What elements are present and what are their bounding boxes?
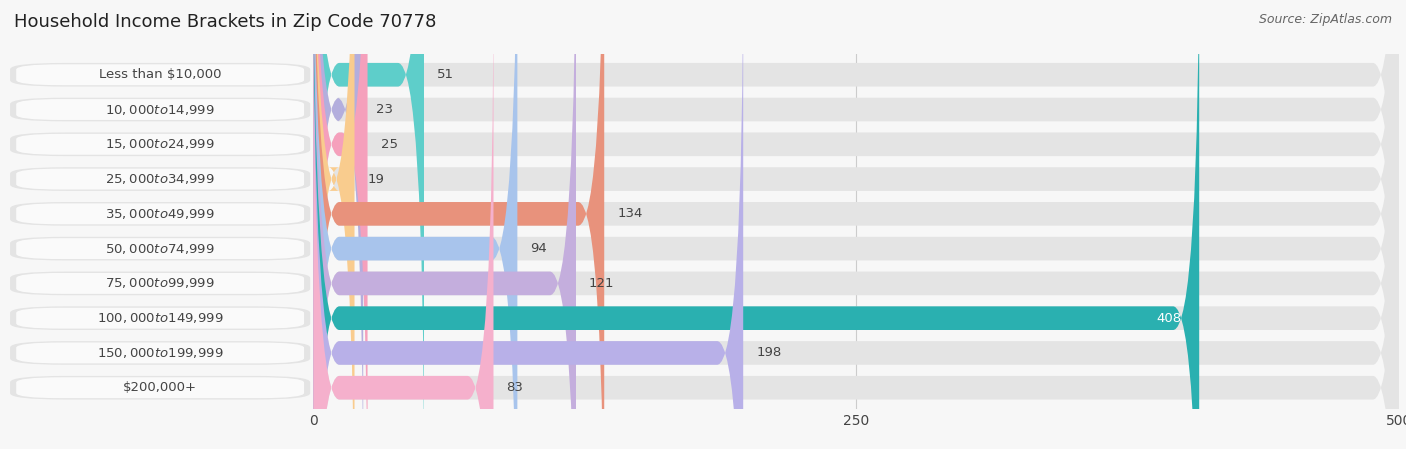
Text: 51: 51 — [437, 68, 454, 81]
FancyBboxPatch shape — [314, 0, 517, 449]
Text: Household Income Brackets in Zip Code 70778: Household Income Brackets in Zip Code 70… — [14, 13, 436, 31]
Text: 23: 23 — [377, 103, 394, 116]
FancyBboxPatch shape — [17, 377, 304, 398]
FancyBboxPatch shape — [314, 0, 744, 449]
FancyBboxPatch shape — [314, 0, 1399, 449]
FancyBboxPatch shape — [17, 99, 304, 120]
FancyBboxPatch shape — [314, 0, 1399, 449]
FancyBboxPatch shape — [314, 0, 1399, 449]
FancyBboxPatch shape — [314, 0, 1399, 449]
FancyBboxPatch shape — [314, 0, 1199, 449]
FancyBboxPatch shape — [314, 0, 1399, 449]
Text: $15,000 to $24,999: $15,000 to $24,999 — [105, 137, 215, 151]
FancyBboxPatch shape — [314, 0, 1399, 449]
Text: Less than $10,000: Less than $10,000 — [98, 68, 221, 81]
FancyBboxPatch shape — [10, 98, 311, 121]
FancyBboxPatch shape — [10, 63, 311, 87]
Text: 94: 94 — [530, 242, 547, 255]
Text: 25: 25 — [381, 138, 398, 151]
FancyBboxPatch shape — [314, 0, 605, 449]
FancyBboxPatch shape — [314, 0, 494, 449]
FancyBboxPatch shape — [10, 132, 311, 156]
FancyBboxPatch shape — [10, 237, 311, 260]
FancyBboxPatch shape — [17, 64, 304, 85]
Text: $150,000 to $199,999: $150,000 to $199,999 — [97, 346, 224, 360]
FancyBboxPatch shape — [17, 238, 304, 259]
Text: $25,000 to $34,999: $25,000 to $34,999 — [105, 172, 215, 186]
Text: $100,000 to $149,999: $100,000 to $149,999 — [97, 311, 224, 325]
FancyBboxPatch shape — [314, 0, 1399, 449]
Text: $75,000 to $99,999: $75,000 to $99,999 — [105, 277, 215, 291]
FancyBboxPatch shape — [314, 0, 367, 449]
FancyBboxPatch shape — [17, 308, 304, 329]
FancyBboxPatch shape — [10, 341, 311, 365]
FancyBboxPatch shape — [314, 0, 1399, 449]
FancyBboxPatch shape — [17, 343, 304, 363]
Text: $10,000 to $14,999: $10,000 to $14,999 — [105, 102, 215, 117]
Text: $200,000+: $200,000+ — [124, 381, 197, 394]
FancyBboxPatch shape — [17, 134, 304, 155]
FancyBboxPatch shape — [314, 0, 1399, 449]
FancyBboxPatch shape — [10, 306, 311, 330]
FancyBboxPatch shape — [17, 273, 304, 294]
FancyBboxPatch shape — [314, 0, 576, 449]
Text: $50,000 to $74,999: $50,000 to $74,999 — [105, 242, 215, 255]
FancyBboxPatch shape — [17, 203, 304, 224]
Text: 134: 134 — [617, 207, 643, 220]
FancyBboxPatch shape — [314, 0, 425, 449]
FancyBboxPatch shape — [10, 167, 311, 191]
FancyBboxPatch shape — [17, 169, 304, 189]
FancyBboxPatch shape — [314, 0, 1399, 449]
Text: 408: 408 — [1157, 312, 1182, 325]
Text: 83: 83 — [506, 381, 523, 394]
Text: 121: 121 — [589, 277, 614, 290]
Text: 19: 19 — [367, 172, 384, 185]
FancyBboxPatch shape — [314, 0, 354, 449]
Text: $35,000 to $49,999: $35,000 to $49,999 — [105, 207, 215, 221]
Text: 198: 198 — [756, 347, 782, 360]
FancyBboxPatch shape — [10, 202, 311, 226]
FancyBboxPatch shape — [10, 376, 311, 400]
Text: Source: ZipAtlas.com: Source: ZipAtlas.com — [1258, 13, 1392, 26]
FancyBboxPatch shape — [314, 0, 363, 449]
FancyBboxPatch shape — [10, 272, 311, 295]
